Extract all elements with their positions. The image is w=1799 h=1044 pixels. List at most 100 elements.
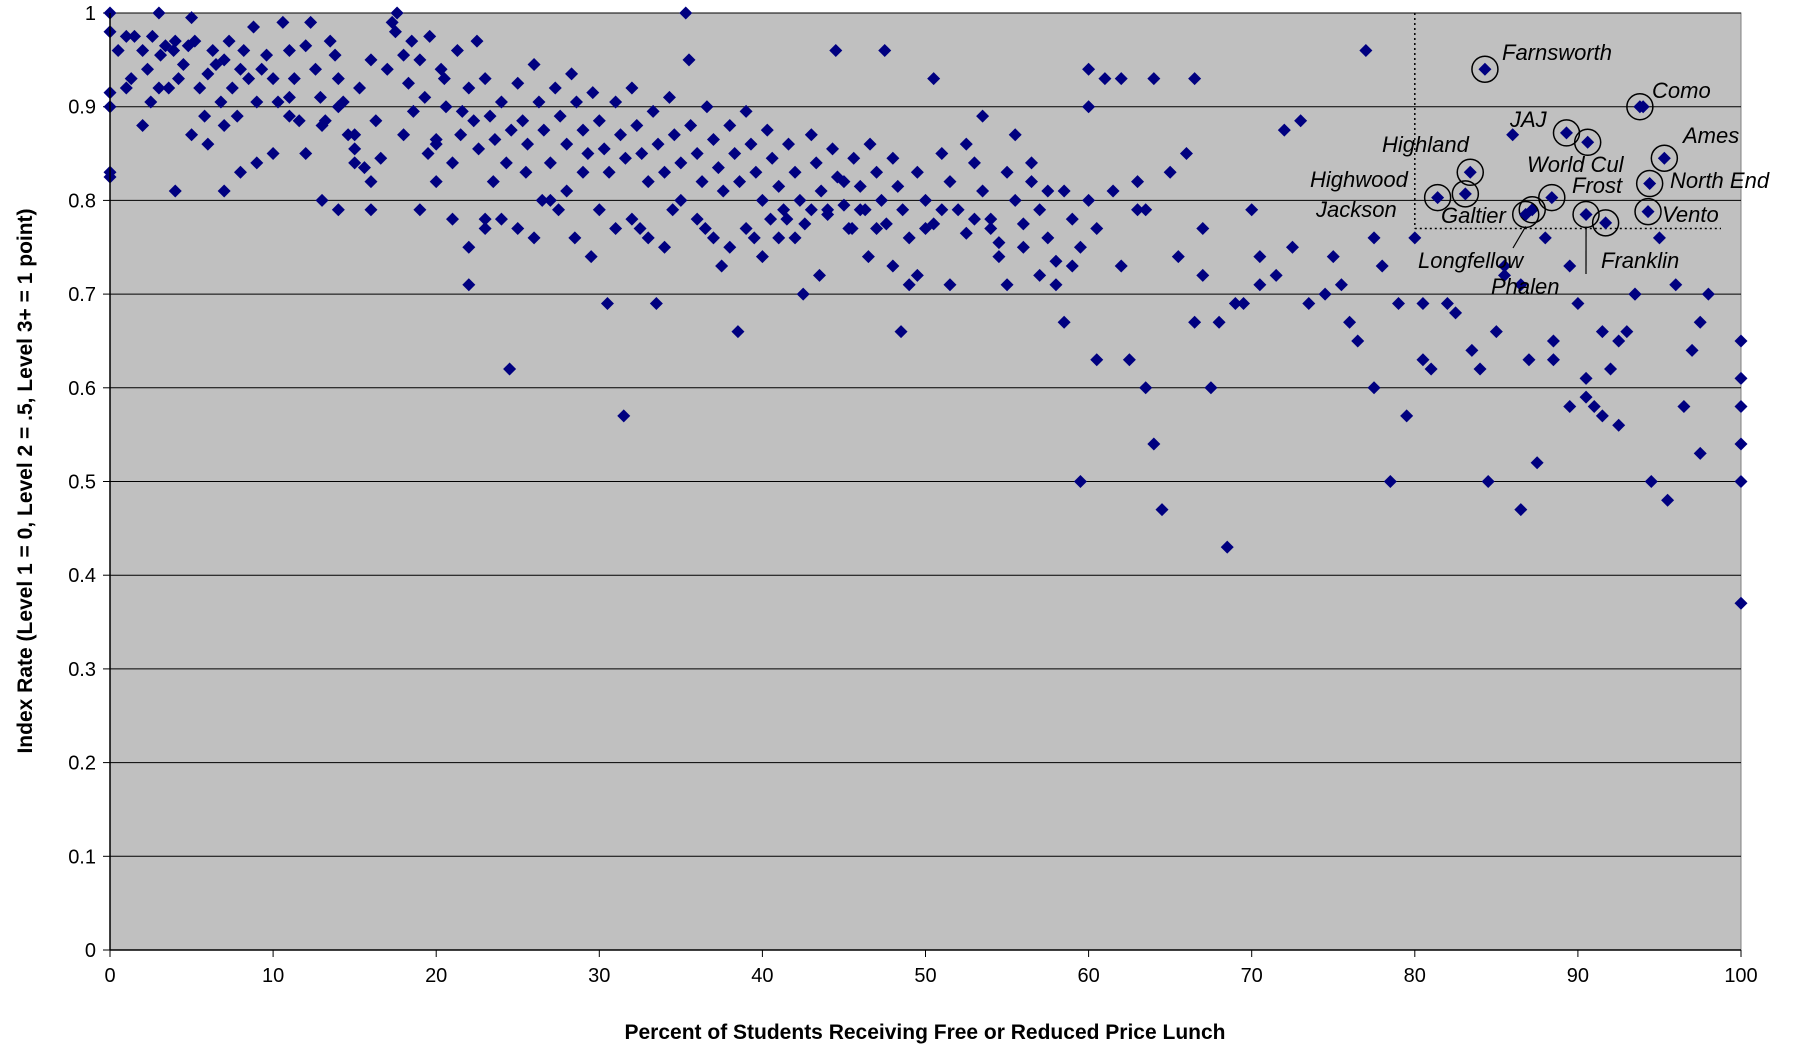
data-point — [1065, 212, 1079, 226]
data-point — [1595, 325, 1609, 339]
data-point — [1416, 353, 1430, 367]
data-point — [1661, 493, 1675, 507]
data-point — [943, 278, 957, 292]
data-point — [472, 142, 486, 156]
data-point — [1253, 250, 1267, 264]
highlight-point — [1657, 151, 1671, 165]
data-point — [331, 203, 345, 217]
data-point — [658, 240, 672, 254]
school-label: Vento — [1662, 202, 1719, 227]
data-point — [488, 132, 502, 146]
data-point — [483, 109, 497, 123]
data-point — [353, 81, 367, 95]
data-point — [584, 250, 598, 264]
school-label: Highwood — [1310, 167, 1409, 192]
data-point — [331, 72, 345, 86]
data-point — [739, 104, 753, 118]
data-point — [667, 128, 681, 142]
x-tick-label: 0 — [104, 965, 115, 987]
data-points — [103, 6, 1748, 610]
highlight-point — [1431, 191, 1445, 205]
data-point — [1294, 114, 1308, 128]
data-point — [552, 203, 566, 217]
data-point — [1269, 268, 1283, 282]
data-point — [348, 142, 362, 156]
data-point — [1546, 353, 1560, 367]
data-point — [1563, 259, 1577, 273]
data-point — [1375, 259, 1389, 273]
data-point — [1693, 315, 1707, 329]
y-tick-label: 0.8 — [68, 190, 96, 212]
data-point — [804, 128, 818, 142]
data-point — [328, 48, 342, 62]
data-point — [597, 142, 611, 156]
data-point — [700, 100, 714, 114]
data-point — [299, 39, 313, 53]
highlight-point — [1633, 100, 1647, 114]
data-point — [214, 95, 228, 109]
data-point — [357, 161, 371, 175]
data-point — [1620, 325, 1634, 339]
data-point — [674, 193, 688, 207]
data-point — [548, 81, 562, 95]
data-point — [886, 151, 900, 165]
highlight-point — [1458, 187, 1472, 201]
highlight-point — [1519, 207, 1533, 221]
data-point — [242, 72, 256, 86]
data-point — [658, 165, 672, 179]
data-point — [454, 128, 468, 142]
data-point — [1049, 278, 1063, 292]
data-point — [731, 325, 745, 339]
data-point — [1318, 287, 1332, 301]
data-point — [902, 231, 916, 245]
data-point — [1065, 259, 1079, 273]
data-point — [516, 114, 530, 128]
data-point — [863, 137, 877, 151]
data-point — [749, 165, 763, 179]
data-point — [152, 81, 166, 95]
data-point — [781, 137, 795, 151]
school-label: Longfellow — [1418, 248, 1525, 273]
data-point — [723, 240, 737, 254]
data-point — [450, 43, 464, 57]
data-point — [1489, 325, 1503, 339]
data-point — [1685, 343, 1699, 357]
data-point — [198, 109, 212, 123]
data-point — [1334, 278, 1348, 292]
data-point — [136, 118, 150, 132]
data-point — [902, 278, 916, 292]
data-point — [1677, 400, 1691, 414]
data-point — [247, 20, 261, 34]
data-point — [1008, 193, 1022, 207]
data-point — [1049, 254, 1063, 268]
data-point — [299, 147, 313, 161]
data-point — [886, 259, 900, 273]
highlight-circle — [1573, 128, 1602, 157]
highlight-point — [1579, 207, 1593, 221]
data-point — [1563, 400, 1577, 414]
data-point — [1612, 418, 1626, 432]
data-point — [984, 212, 998, 226]
data-point — [1343, 315, 1357, 329]
y-tick-label: 1 — [85, 3, 96, 25]
data-point — [369, 114, 383, 128]
data-point — [364, 175, 378, 189]
data-point — [1212, 315, 1226, 329]
data-point — [423, 29, 437, 43]
data-point — [437, 72, 451, 86]
data-point — [1367, 231, 1381, 245]
data-point — [878, 43, 892, 57]
data-point — [162, 81, 176, 95]
data-point — [144, 95, 158, 109]
data-point — [967, 212, 981, 226]
data-point — [168, 184, 182, 198]
school-label: Galtier — [1441, 203, 1507, 228]
data-point — [455, 104, 469, 118]
data-point — [684, 118, 698, 132]
data-point — [992, 236, 1006, 250]
highlight-point — [1463, 165, 1477, 179]
data-point — [1277, 123, 1291, 137]
data-point — [1604, 362, 1618, 376]
data-point — [1196, 268, 1210, 282]
data-point — [553, 109, 567, 123]
